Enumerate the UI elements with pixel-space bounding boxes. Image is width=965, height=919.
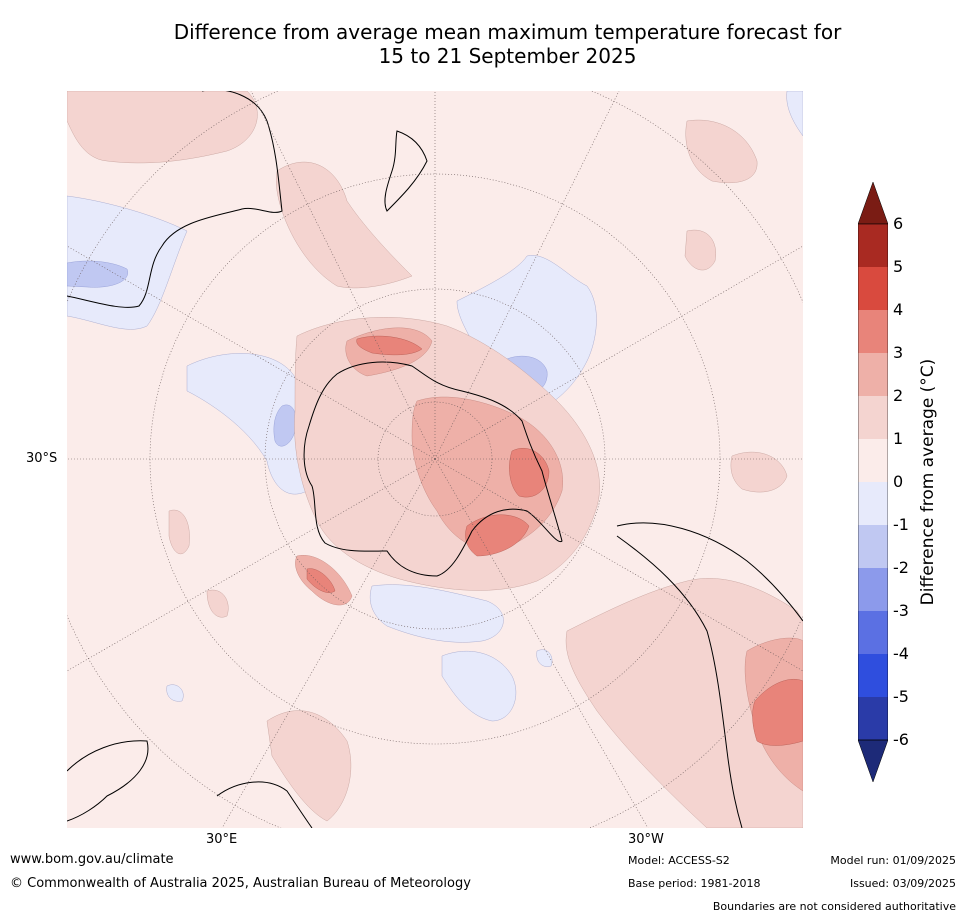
colorbar xyxy=(858,182,888,782)
colorbar-title: Difference from average (°C) xyxy=(918,358,938,606)
colorbar-band-m3-m2 xyxy=(858,568,888,611)
new-zealand-coastline xyxy=(384,130,428,212)
colorbar-band-m1-0 xyxy=(858,482,888,525)
colorbar-tick: -1 xyxy=(893,515,909,534)
map-canvas xyxy=(67,91,803,828)
cool-anomaly-regions xyxy=(67,91,803,722)
colorbar-band-m5-m4 xyxy=(858,654,888,697)
colorbar-tick: 5 xyxy=(893,257,904,276)
title-line-2: 15 to 21 September 2025 xyxy=(378,44,637,68)
colorbar-band-3-4 xyxy=(858,310,888,353)
colorbar-tick: -4 xyxy=(893,644,909,663)
colorbar-tick: -3 xyxy=(893,601,909,620)
website-link[interactable]: www.bom.gov.au/climate xyxy=(10,852,174,867)
base-period-text: Base period: 1981-2018 xyxy=(628,877,761,890)
colorbar-tick: 6 xyxy=(893,214,904,233)
warm-anomaly-strong xyxy=(306,335,803,746)
continent-coastlines xyxy=(67,91,803,828)
graticule-meridians xyxy=(67,91,803,828)
lon-label-30w: 30°W xyxy=(628,832,664,847)
colorbar-band-0-1 xyxy=(858,439,888,482)
colorbar-band-5-6 xyxy=(858,224,888,267)
warm-anomaly-moderate xyxy=(295,327,803,792)
colorbar-band-m4-m3 xyxy=(858,611,888,654)
colorbar-frame xyxy=(858,223,888,741)
colorbar-tick: -2 xyxy=(893,558,909,577)
colorbar-tick: 1 xyxy=(893,429,904,448)
lat-label-30s: 30°S xyxy=(26,451,58,466)
south-america-coastline xyxy=(616,522,803,828)
copyright-text: © Commonwealth of Australia 2025, Austra… xyxy=(10,876,471,891)
australia-coastline xyxy=(67,91,283,308)
colorbar-tick: 4 xyxy=(893,300,904,319)
colorbar-tick: 0 xyxy=(893,472,904,491)
colorbar-tick: 2 xyxy=(893,386,904,405)
chart-title: Difference from average mean maximum tem… xyxy=(0,20,965,68)
colorbar-over-arrow xyxy=(858,182,888,225)
colorbar-tick: -6 xyxy=(893,730,909,749)
colorbar-band-2-3 xyxy=(858,353,888,396)
colorbar-tick: -5 xyxy=(893,687,909,706)
issued-text: Issued: 03/09/2025 xyxy=(849,877,956,890)
colorbar-band-m6-m5 xyxy=(858,697,888,740)
model-run-text: Model run: 01/09/2025 xyxy=(830,854,956,867)
disclaimer-text: Boundaries are not considered authoritat… xyxy=(712,900,956,913)
africa-coastline xyxy=(67,740,313,828)
model-text: Model: ACCESS-S2 xyxy=(628,854,730,867)
colorbar-band-1-2 xyxy=(858,396,888,439)
polar-map xyxy=(67,91,803,828)
colorbar-band-m2-m1 xyxy=(858,525,888,568)
colorbar-tick: 3 xyxy=(893,343,904,362)
colorbar-under-arrow xyxy=(858,739,888,782)
lon-label-30e: 30°E xyxy=(206,832,238,847)
colorbar-band-4-5 xyxy=(858,267,888,310)
antarctica-coastline xyxy=(303,361,563,577)
title-line-1: Difference from average mean maximum tem… xyxy=(173,20,842,44)
